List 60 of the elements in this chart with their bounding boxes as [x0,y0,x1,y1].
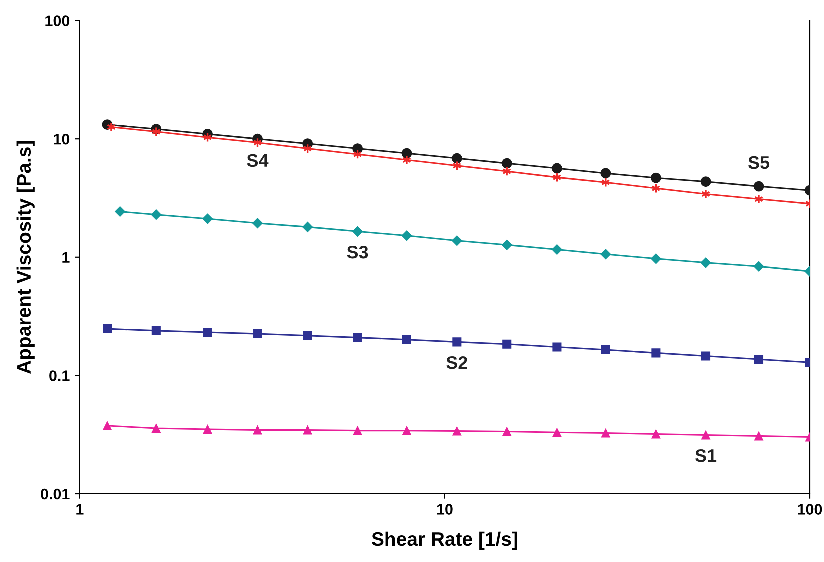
series-label: S5 [748,156,770,170]
y-tick-label: 0.1 [50,370,70,382]
point [502,240,512,250]
point [452,426,462,436]
point [552,163,562,174]
point [502,340,512,349]
point [452,236,462,246]
point [700,258,712,268]
y-tick-label: 1 [62,252,70,263]
point [203,328,212,337]
point [302,222,314,232]
point [253,330,262,339]
series-label: S3 [347,246,368,259]
point [303,426,312,435]
point [152,326,161,336]
point [202,214,214,224]
point [402,335,412,344]
point [600,249,612,260]
series-label: S2 [446,356,468,370]
point [502,427,512,436]
point [152,424,161,433]
point [353,426,362,436]
point [203,424,212,434]
point [652,348,661,358]
point [601,428,610,438]
point [650,254,662,264]
point [252,218,264,229]
y-tick-label: 10 [54,134,70,145]
point [502,158,512,169]
y-tick-label: 0.01 [41,488,70,500]
point [402,148,412,159]
point [552,342,562,352]
x-axis-title: Shear Rate [1/s] [372,532,518,550]
point [303,331,312,340]
y-axis-title: Apparent Viscosity [Pa.s] [16,141,35,374]
point [353,333,362,342]
point [650,172,662,184]
point [601,345,610,354]
x-tick-label: 10 [437,504,453,515]
point [552,244,562,256]
point [151,210,162,220]
point [702,430,711,440]
point [402,230,412,242]
point [700,176,712,188]
point [452,338,462,347]
point [253,426,262,435]
x-tick-label: 1 [76,504,84,515]
point [652,430,661,439]
series-label: S1 [695,449,717,462]
x-tick-label: 100 [798,504,822,515]
y-tick-label: 100 [46,16,70,26]
point [402,426,412,436]
point [600,168,612,179]
point [102,421,112,430]
point [552,428,562,438]
point [102,324,112,334]
point [702,352,711,361]
point [452,153,462,164]
point [352,226,364,237]
series-label: S4 [247,154,269,168]
